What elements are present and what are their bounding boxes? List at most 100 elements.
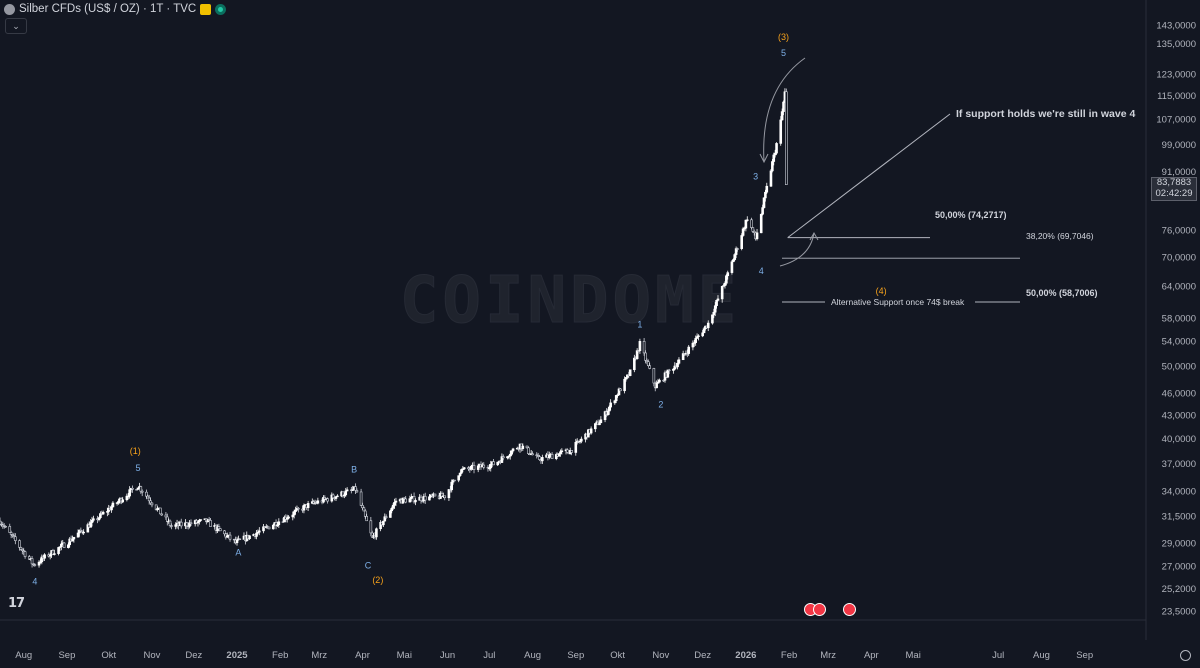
candle-body bbox=[462, 467, 466, 470]
candle-body bbox=[382, 520, 385, 526]
candle-body bbox=[745, 219, 749, 221]
candle-body bbox=[775, 143, 778, 154]
candle-body bbox=[92, 518, 95, 521]
us-flag-event-icon[interactable] bbox=[843, 603, 856, 616]
candle-body bbox=[168, 520, 172, 526]
candle-body bbox=[594, 423, 597, 430]
candle-body bbox=[363, 510, 367, 517]
candle-body bbox=[761, 207, 764, 215]
candle-body bbox=[390, 507, 394, 512]
symbol-title[interactable]: Silber CFDs (US$ / OZ) · 1T · TVC bbox=[19, 3, 197, 15]
candle-body bbox=[287, 516, 290, 519]
candle-body bbox=[97, 517, 101, 521]
tv-logo-icon[interactable]: 17 bbox=[8, 596, 25, 611]
x-tick-label: Feb bbox=[781, 650, 797, 661]
candle-body bbox=[755, 232, 759, 240]
candle-body bbox=[780, 111, 784, 121]
candle-body bbox=[496, 461, 500, 466]
candle-body bbox=[521, 445, 525, 449]
y-tick-label: 91,0000 bbox=[1162, 167, 1196, 178]
candle-body bbox=[375, 528, 378, 538]
candle-body bbox=[453, 479, 456, 482]
x-tick-label: Dez bbox=[185, 650, 202, 661]
candle-body bbox=[401, 497, 405, 504]
candle-body bbox=[428, 496, 431, 501]
x-tick-label: Nov bbox=[144, 650, 161, 661]
x-tick-label: Aug bbox=[524, 650, 541, 661]
candle-body bbox=[408, 498, 412, 503]
candle-body bbox=[0, 520, 2, 525]
candle-body bbox=[510, 450, 513, 455]
candle-body bbox=[209, 520, 212, 527]
candle-body bbox=[744, 219, 748, 229]
candle-body bbox=[646, 361, 650, 367]
candle-body bbox=[90, 519, 94, 523]
x-tick-label: Sep bbox=[567, 650, 584, 661]
candle-body bbox=[606, 410, 610, 416]
candle-body bbox=[185, 522, 189, 527]
y-tick-label: 76,0000 bbox=[1162, 226, 1196, 237]
candle-body bbox=[89, 522, 92, 528]
candle-body bbox=[179, 521, 183, 527]
candle-body bbox=[121, 499, 124, 503]
candle-body bbox=[359, 491, 363, 506]
collapse-legend-button[interactable]: ⌄ bbox=[5, 18, 27, 34]
candle-body bbox=[681, 353, 685, 361]
wave-label: (3) bbox=[778, 32, 789, 42]
candle-body bbox=[99, 513, 102, 518]
bar-countdown: 02:42:29 bbox=[1155, 187, 1193, 199]
candle-body bbox=[393, 501, 396, 506]
candle-body bbox=[750, 219, 753, 228]
candle-body bbox=[726, 272, 730, 277]
x-tick-label: Dez bbox=[694, 650, 711, 661]
candle-body bbox=[492, 461, 495, 466]
x-tick-label: Mrz bbox=[311, 650, 327, 661]
candle-body bbox=[389, 510, 392, 518]
wave-label: 4 bbox=[759, 266, 764, 276]
candle-body bbox=[86, 524, 90, 533]
candle-body bbox=[267, 526, 271, 530]
flag-icon[interactable] bbox=[200, 3, 212, 15]
current-price-value: 83,7883 bbox=[1156, 177, 1192, 188]
arrow-head bbox=[809, 231, 819, 241]
x-tick-label: Aug bbox=[1033, 650, 1050, 661]
candle-body bbox=[218, 528, 222, 532]
us-flag-event-icon[interactable] bbox=[813, 603, 826, 616]
wave-label: 4 bbox=[32, 576, 37, 586]
y-tick-label: 25,2000 bbox=[1162, 584, 1196, 595]
candle-body bbox=[557, 453, 561, 457]
candle-body bbox=[658, 379, 661, 383]
candle-body bbox=[443, 495, 447, 499]
candle-body bbox=[384, 516, 388, 518]
candle-body bbox=[128, 489, 131, 497]
candle-body bbox=[570, 450, 573, 453]
candle-body bbox=[687, 346, 691, 354]
candle-body bbox=[394, 500, 398, 503]
candle-body bbox=[723, 282, 727, 286]
candle-body bbox=[43, 554, 46, 559]
wave-label: C bbox=[365, 560, 372, 570]
candle-body bbox=[334, 496, 338, 499]
candle-body bbox=[331, 494, 335, 499]
candle-body bbox=[489, 463, 493, 469]
x-tick-label: Jul bbox=[483, 650, 495, 661]
x-tick-label: Okt bbox=[101, 650, 116, 661]
candle-body bbox=[541, 457, 544, 462]
candle-body bbox=[589, 428, 593, 434]
candle-body bbox=[423, 496, 427, 501]
watermark-text: COINDOME bbox=[400, 264, 740, 338]
candle-body bbox=[345, 489, 349, 492]
wave-label: B bbox=[351, 465, 357, 475]
x-tick-label: Sep bbox=[58, 650, 75, 661]
x-tick-label: Okt bbox=[610, 650, 625, 661]
market-open-icon bbox=[215, 3, 227, 15]
candle-body bbox=[18, 540, 21, 548]
candle-body bbox=[765, 185, 769, 193]
gear-icon[interactable] bbox=[1180, 650, 1191, 661]
candle-body bbox=[433, 493, 437, 497]
candle-body bbox=[751, 227, 755, 232]
candle-body bbox=[648, 365, 651, 369]
wave-label: 3 bbox=[753, 172, 758, 182]
candle-body bbox=[511, 448, 515, 452]
